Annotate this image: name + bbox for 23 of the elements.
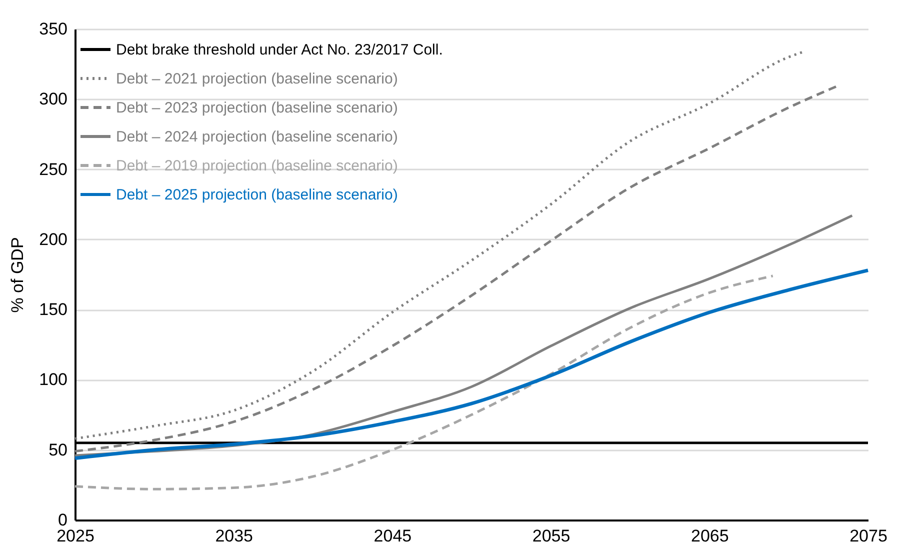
y-tick-label: 150 [39, 300, 68, 320]
y-tick-label: 200 [39, 230, 68, 249]
x-tick-label: 2065 [690, 526, 729, 546]
y-tick-label: 350 [39, 20, 68, 38]
y-tick-label: 250 [39, 160, 68, 179]
legend-label: Debt – 2021 projection (baseline scenario) [116, 70, 398, 88]
x-tick-label: 2025 [56, 526, 94, 546]
legend-label: Debt – 2019 projection (baseline scenario) [116, 158, 398, 174]
y-tick-label: 100 [39, 370, 68, 390]
legend-label: Debt – 2024 projection (baseline scenario) [116, 128, 398, 146]
x-tick-label: 2045 [374, 526, 412, 546]
x-tick-label: 2075 [850, 526, 888, 546]
x-tick-label: 2035 [215, 526, 254, 546]
legend-label: Debt – 2023 projection (baseline scenario) [116, 100, 398, 116]
line-series [73, 268, 870, 460]
y-tick-label: 300 [39, 90, 68, 109]
legend-label: Debt brake threshold under Act No. 23/2017 Coll. [116, 42, 443, 58]
y-axis-title: % of GDP [8, 237, 28, 313]
line-series [74, 274, 774, 490]
legend-label: Debt – 2025 projection (baseline scenario) [116, 186, 398, 204]
y-tick-label: 50 [48, 440, 68, 460]
y-tick-label: 0 [58, 510, 68, 530]
x-tick-label: 2055 [532, 526, 570, 546]
